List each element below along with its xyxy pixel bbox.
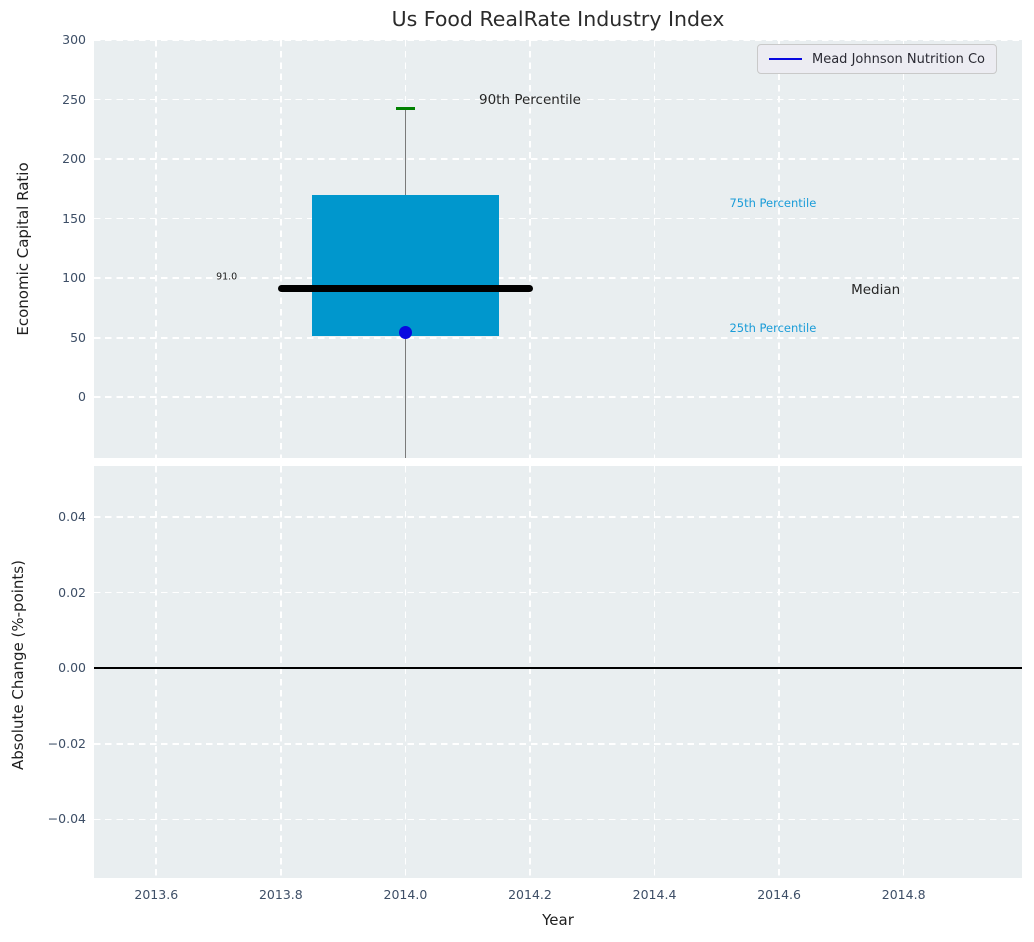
grid-line-horizontal (94, 743, 1022, 745)
grid-line-horizontal (94, 98, 1022, 101)
grid-line-vertical (778, 466, 780, 878)
zero-change-line (94, 667, 1022, 670)
x-tick-label: 2014.0 (383, 887, 428, 902)
x-tick-label: 2014.8 (881, 887, 926, 902)
y-tick-label: 250 (62, 91, 86, 107)
grid-line-vertical (653, 466, 656, 878)
x-axis-label: Year (542, 911, 574, 929)
annotation-75th-percentile: 75th Percentile (729, 196, 817, 211)
grid-line-vertical (529, 40, 531, 458)
y-tick-label: 0.02 (58, 584, 86, 600)
grid-line-vertical (404, 466, 407, 878)
legend-label: Mead Johnson Nutrition Co (812, 51, 986, 67)
grid-line-vertical (902, 466, 905, 878)
grid-line-vertical (280, 466, 282, 878)
y-tick-label: 100 (62, 270, 86, 286)
grid-line-horizontal (94, 516, 1022, 518)
y-tick-label: 0.04 (58, 509, 86, 525)
grid-line-horizontal (94, 396, 1022, 399)
y-tick-label: 150 (62, 210, 86, 226)
grid-line-horizontal (94, 591, 1022, 594)
top-axes-economic-capital-ratio (94, 40, 1022, 458)
annotation-median-value: 91.0 (216, 271, 238, 283)
grid-line-vertical (155, 466, 158, 878)
y-axis-label-top: Economic Capital Ratio (14, 162, 32, 336)
grid-line-vertical (155, 40, 158, 458)
annotation-25th-percentile: 25th Percentile (729, 321, 817, 336)
x-tick-label: 2013.6 (134, 887, 179, 902)
x-tick-label: 2014.2 (508, 887, 552, 902)
legend-box: Mead Johnson Nutrition Co (757, 44, 998, 74)
y-tick-label: −0.04 (47, 811, 86, 827)
y-tick-label: 0.00 (58, 660, 86, 676)
chart-title: Us Food RealRate Industry Index (391, 7, 725, 31)
grid-line-vertical (529, 466, 531, 878)
median-line (277, 285, 534, 293)
grid-line-horizontal (94, 40, 1022, 41)
y-tick-label: −0.02 (47, 735, 86, 751)
grid-line-horizontal (94, 818, 1022, 821)
x-tick-label: 2014.6 (757, 887, 801, 902)
company-data-point (398, 326, 412, 340)
bottom-axes-absolute-change (94, 466, 1022, 878)
annotation-median: Median (851, 282, 901, 299)
grid-line-vertical (902, 40, 905, 458)
y-tick-label: 50 (70, 329, 86, 345)
grid-line-vertical (778, 40, 780, 458)
y-tick-label: 300 (62, 32, 86, 47)
y-tick-label: 200 (62, 151, 86, 167)
annotation-90th-percentile: 90th Percentile (479, 91, 581, 108)
box-rect-iqr (311, 194, 499, 336)
grid-line-vertical (280, 40, 282, 458)
x-tick-label: 2013.8 (258, 887, 303, 902)
percentile-90-cap (396, 106, 415, 110)
grid-line-horizontal (94, 217, 1022, 220)
y-tick-label: 0 (78, 389, 86, 405)
grid-line-horizontal (94, 158, 1022, 160)
grid-line-horizontal (94, 277, 1022, 279)
grid-line-horizontal (94, 336, 1022, 339)
x-tick-label: 2014.4 (632, 887, 677, 902)
grid-line-vertical (653, 40, 656, 458)
legend-line-swatch-icon (769, 58, 802, 60)
